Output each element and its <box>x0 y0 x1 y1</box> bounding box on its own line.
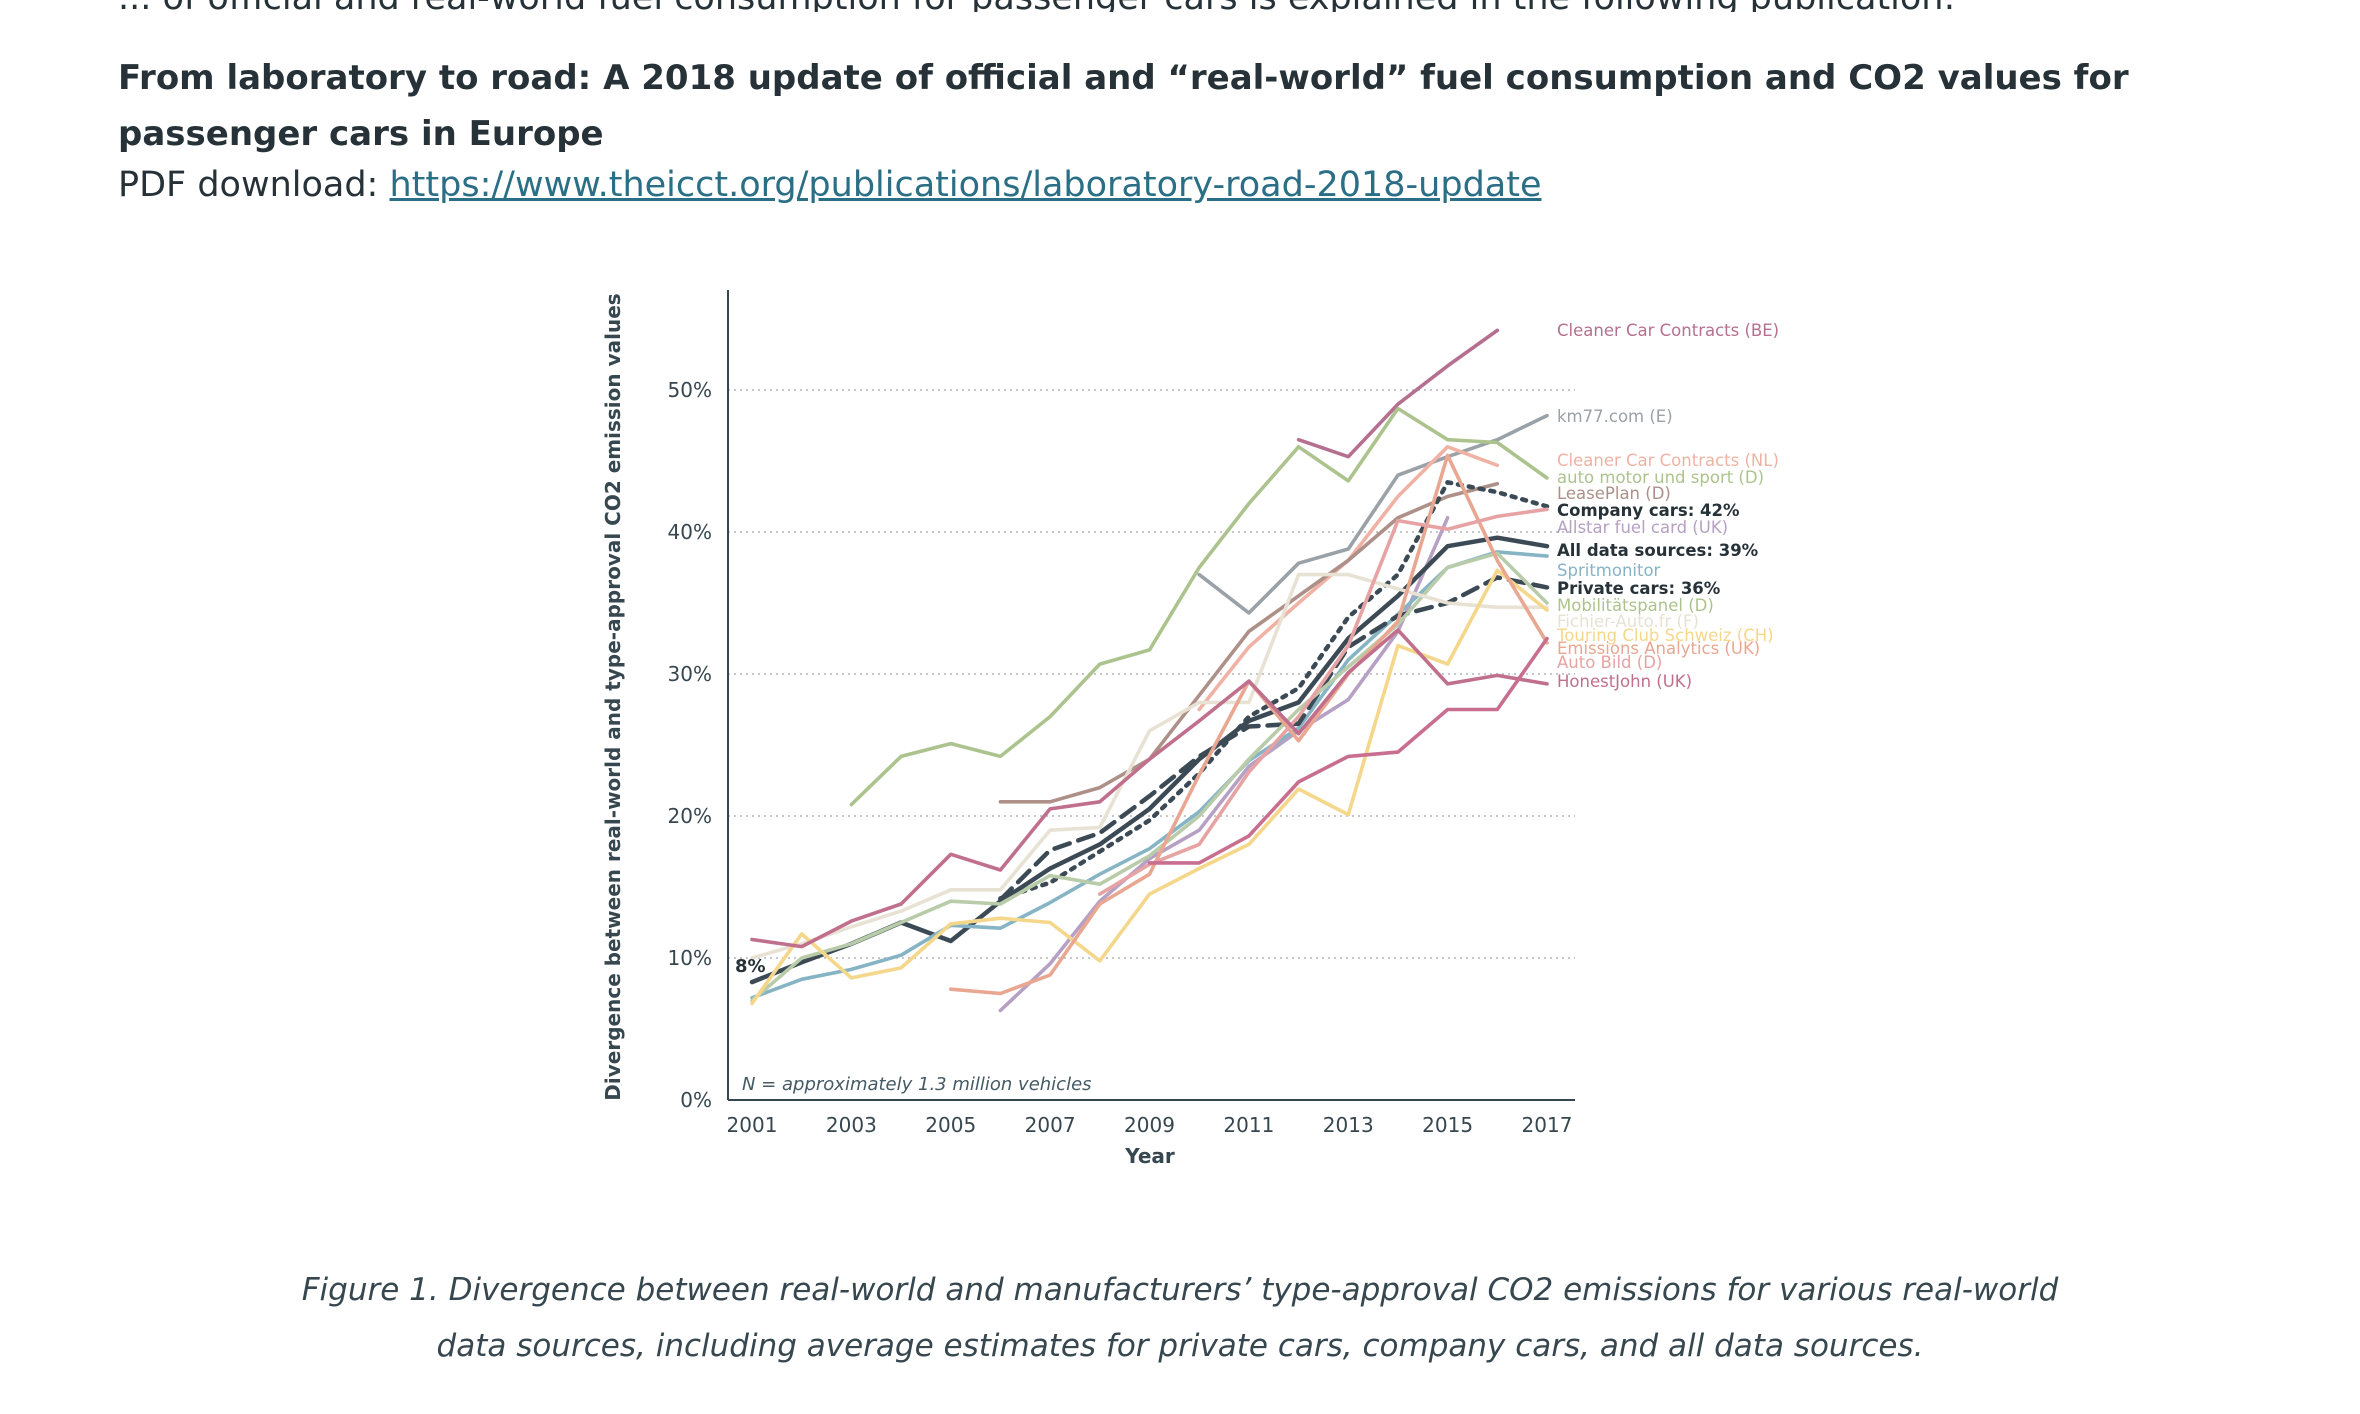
series-line <box>750 628 1549 949</box>
figure-caption: Figure 1. Divergence between real-world … <box>301 1272 2059 1364</box>
intro-fragment: ... of official and real-world fuel cons… <box>118 0 2318 12</box>
legend-label: Cleaner Car Contracts (NL) <box>1557 451 1779 470</box>
chart-axes <box>727 290 1575 1101</box>
series-line <box>750 568 1549 1006</box>
y-tick-label: 0% <box>680 1088 712 1112</box>
legend-label: Cleaner Car Contracts (BE) <box>1557 321 1779 340</box>
y-tick-label: 20% <box>668 804 712 828</box>
series-line <box>1098 507 1549 896</box>
chart-series <box>749 328 1550 1013</box>
legend-label: Company cars: 42% <box>1557 501 1740 520</box>
legend-label: Allstar fuel card (UK) <box>1557 518 1728 537</box>
legend-label: Spritmonitor <box>1557 561 1661 580</box>
series-line <box>849 406 1549 807</box>
pdf-download-line: PDF download: https://www.theicct.org/pu… <box>118 165 1542 205</box>
legend-label: auto motor und sport (D) <box>1557 468 1764 487</box>
x-tick-label: 2001 <box>727 1113 778 1137</box>
y-tick-label: 30% <box>668 662 712 686</box>
series-line <box>998 480 1550 901</box>
start-value-label: 8% <box>735 956 766 977</box>
legend-label: Private cars: 36% <box>1557 579 1721 598</box>
series-line <box>750 572 1549 960</box>
legend-label: All data sources: 39% <box>1557 541 1759 560</box>
x-tick-label: 2005 <box>925 1113 976 1137</box>
figure-chart: 0% 10% 20% 30% 40% 50% 2001 2003 2005 2007 2009 201… <box>0 270 2360 1190</box>
legend-label: Emissions Analytics (UK) <box>1557 639 1760 658</box>
y-tick-label: 50% <box>668 378 712 402</box>
legend-label: km77.com (E) <box>1557 407 1673 426</box>
y-tick-label: 10% <box>668 946 712 970</box>
sample-size-annotation: N = approximately 1.3 million vehicles <box>742 1074 1092 1095</box>
pdf-download-link[interactable]: https://www.theicct.org/publications/lab… <box>389 165 1542 205</box>
x-axis-title: Year <box>1124 1144 1175 1168</box>
legend-label: Mobilitätspanel (D) <box>1557 596 1714 615</box>
series-line <box>1197 445 1500 712</box>
legend-label: LeasePlan (D) <box>1557 484 1671 503</box>
x-tick-label: 2017 <box>1522 1113 1573 1137</box>
article-title: From laboratory to road: A 2018 update o… <box>118 58 2129 154</box>
legend-label: HonestJohn (UK) <box>1557 672 1692 691</box>
chart-labels: 0% 10% 20% 30% 40% 50% 2001 2003 2005 2007 2009 201… <box>601 293 1572 1168</box>
x-tick-label: 2009 <box>1124 1113 1175 1137</box>
x-tick-label: 2003 <box>826 1113 877 1137</box>
series-line <box>998 516 1450 1013</box>
x-tick-label: 2015 <box>1422 1113 1473 1137</box>
legend-label: Fichier-Auto.fr (F) <box>1557 612 1699 631</box>
divergence-line-chart: 0% 10% 20% 30% 40% 50% 2001 2003 2005 2007 2009 201… <box>601 290 1779 1168</box>
series-line <box>998 575 1550 903</box>
chart-legend: Cleaner Car Contracts (BE) km77.com (E) Cl… <box>1556 321 1779 691</box>
y-tick-label: 40% <box>668 520 712 544</box>
x-tick-label: 2013 <box>1323 1113 1374 1137</box>
y-axis-title: Divergence between real-world and type-a… <box>601 293 625 1100</box>
x-tick-label: 2011 <box>1223 1113 1274 1137</box>
pdf-download-label: PDF download: <box>118 165 390 205</box>
series-line <box>750 550 1549 1000</box>
series-line <box>750 551 1549 1003</box>
series-line <box>998 481 1500 804</box>
series-line <box>1296 328 1500 459</box>
x-tick-label: 2007 <box>1025 1113 1076 1137</box>
legend-label: Auto Bild (D) <box>1557 653 1662 672</box>
legend-label: Touring Club Schweiz (CH) <box>1556 626 1774 645</box>
series-line <box>1147 636 1549 865</box>
